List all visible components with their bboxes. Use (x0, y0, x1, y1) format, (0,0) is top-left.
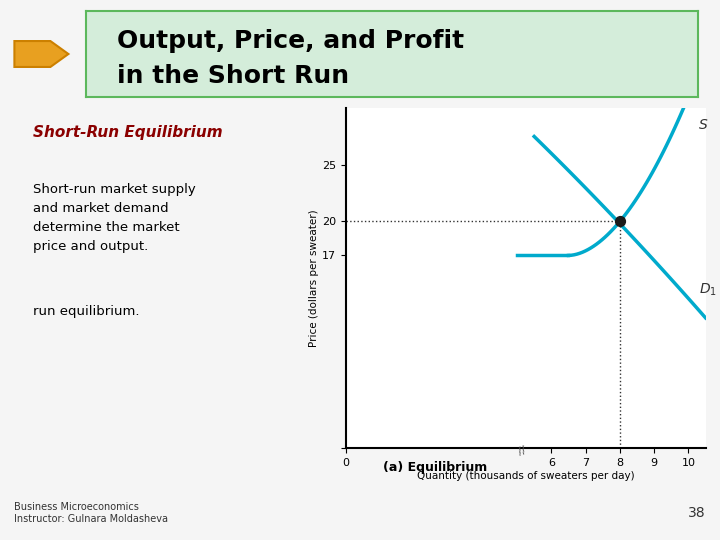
X-axis label: Quantity (thousands of sweaters per day): Quantity (thousands of sweaters per day) (417, 471, 634, 481)
Point (614, 217, 626, 226)
Text: Output, Price, and Profit: Output, Price, and Profit (117, 29, 464, 53)
Y-axis label: Price (dollars per sweater): Price (dollars per sweater) (309, 210, 319, 347)
Text: Short-run market supply
and market demand
determine the market
price and output.: Short-run market supply and market deman… (32, 183, 195, 272)
Text: (a) Equilibrium: (a) Equilibrium (384, 461, 487, 474)
Text: 38: 38 (688, 506, 706, 520)
Polygon shape (14, 41, 68, 67)
Text: S: S (698, 118, 708, 132)
Text: in the Short Run: in the Short Run (117, 64, 349, 87)
Text: $D_1$: $D_1$ (698, 281, 716, 298)
Text: //: // (517, 446, 528, 457)
Text: Business Microeconomics
Instructor: Gulnara Moldasheva: Business Microeconomics Instructor: Guln… (14, 502, 168, 524)
Text: run equilibrium.: run equilibrium. (32, 305, 139, 318)
Text: Short-Run Equilibrium: Short-Run Equilibrium (32, 125, 222, 140)
